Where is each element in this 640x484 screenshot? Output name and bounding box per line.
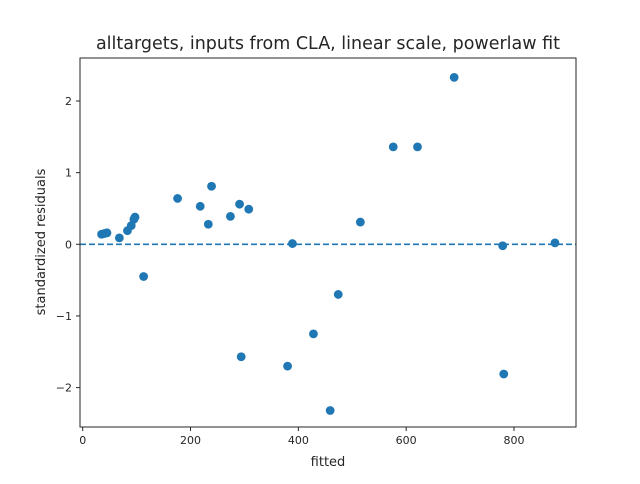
data-point — [102, 228, 112, 238]
data-point — [235, 199, 244, 209]
x-tick-label: 0 — [79, 434, 86, 447]
chart-title: alltargets, inputs from CLA, linear scal… — [96, 34, 560, 54]
data-point — [114, 233, 124, 243]
data-point — [203, 219, 213, 229]
data-point — [244, 204, 254, 214]
x-tick-label: 200 — [180, 434, 201, 447]
data-point — [449, 72, 459, 82]
data-point — [195, 201, 205, 211]
data-point — [413, 142, 422, 152]
y-tick-label: 0 — [65, 238, 72, 251]
data-point — [226, 211, 235, 221]
y-tick-label: 1 — [65, 167, 72, 180]
data-point — [207, 181, 216, 191]
x-tick-label: 600 — [396, 434, 417, 447]
data-point — [288, 239, 297, 248]
data-point — [130, 212, 140, 222]
data-point — [550, 238, 560, 248]
data-point — [283, 361, 292, 371]
data-point — [309, 329, 318, 339]
data-point — [139, 272, 149, 281]
data-point — [173, 194, 182, 203]
data-point — [325, 406, 335, 415]
x-tick-label: 400 — [288, 434, 309, 447]
y-tick-label: 2 — [65, 95, 72, 108]
data-point — [498, 241, 508, 251]
data-point — [388, 142, 398, 152]
x-tick-label: 800 — [504, 434, 525, 447]
plot-frame — [79, 57, 577, 428]
y-tick-label: −2 — [56, 382, 72, 395]
data-point — [333, 290, 343, 299]
data-point — [499, 369, 509, 379]
plot-area: 0 200 400 600 800 −2 −1 0 1 2 — [56, 57, 577, 447]
data-point — [355, 217, 365, 227]
y-tick-label: −1 — [56, 310, 72, 323]
data-point — [236, 352, 246, 362]
y-axis-label: standardized residuals — [34, 168, 49, 315]
x-axis-label: fitted — [311, 455, 346, 470]
